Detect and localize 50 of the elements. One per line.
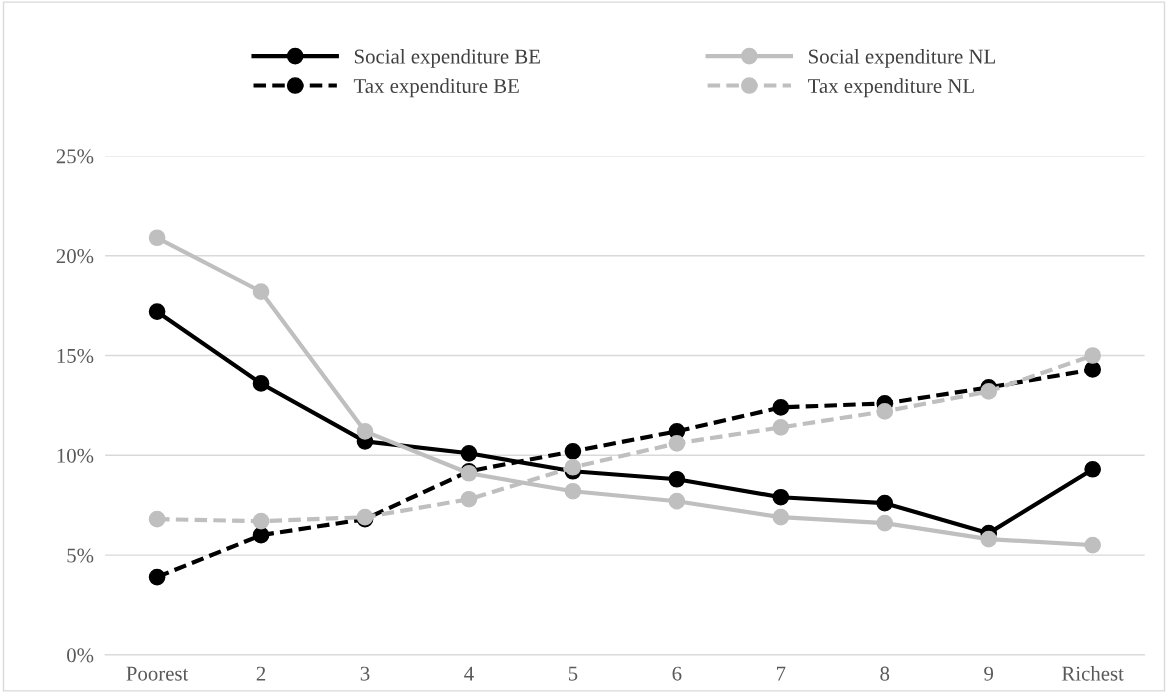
point bbox=[668, 492, 686, 510]
point bbox=[148, 568, 166, 586]
point bbox=[1084, 536, 1101, 554]
legend-label: Social expenditure BE bbox=[354, 48, 540, 68]
y-tick-label: 10% bbox=[57, 448, 94, 463]
legend-label: Social expenditure NL bbox=[809, 48, 995, 68]
point bbox=[1084, 460, 1101, 478]
point bbox=[668, 470, 686, 488]
point bbox=[148, 510, 166, 528]
y-tick-label: 25% bbox=[56, 149, 94, 164]
point bbox=[564, 458, 582, 476]
point bbox=[772, 488, 790, 506]
point bbox=[564, 482, 582, 500]
x-tick-label: 2 bbox=[256, 666, 266, 681]
y-tick-label: 20% bbox=[56, 249, 94, 264]
point bbox=[252, 512, 270, 530]
point bbox=[772, 508, 790, 526]
point bbox=[668, 434, 686, 452]
point bbox=[772, 399, 790, 416]
x-tick-label: Richest bbox=[1062, 666, 1124, 681]
y-tick-label: 5% bbox=[67, 548, 94, 563]
point bbox=[252, 283, 270, 300]
point bbox=[356, 423, 374, 440]
x-tick-label: 5 bbox=[568, 666, 578, 681]
point bbox=[980, 530, 998, 548]
point bbox=[252, 375, 270, 392]
point bbox=[876, 403, 894, 420]
legend-label: Tax expenditure BE bbox=[353, 78, 519, 98]
point bbox=[1084, 361, 1101, 378]
point bbox=[772, 419, 790, 436]
y-tick-label: 15% bbox=[57, 348, 94, 364]
point bbox=[876, 494, 894, 512]
x-tick-label: 6 bbox=[672, 666, 682, 681]
point bbox=[460, 490, 478, 508]
x-tick-label: 4 bbox=[464, 666, 474, 681]
legend-label: Tax expenditure NL bbox=[808, 78, 974, 98]
x-tick-label: 9 bbox=[984, 666, 994, 681]
point bbox=[564, 442, 582, 460]
point bbox=[148, 229, 166, 247]
point bbox=[876, 514, 894, 532]
point bbox=[1084, 347, 1101, 364]
x-tick-label: 3 bbox=[360, 666, 370, 681]
x-tick-label: 8 bbox=[880, 666, 890, 681]
point bbox=[980, 383, 998, 400]
x-tick-label: 7 bbox=[776, 666, 786, 681]
point bbox=[460, 444, 478, 462]
x-tick-label: Poorest bbox=[126, 666, 189, 681]
point bbox=[252, 526, 270, 544]
point bbox=[148, 303, 166, 320]
y-tick-label: 0% bbox=[67, 648, 94, 663]
